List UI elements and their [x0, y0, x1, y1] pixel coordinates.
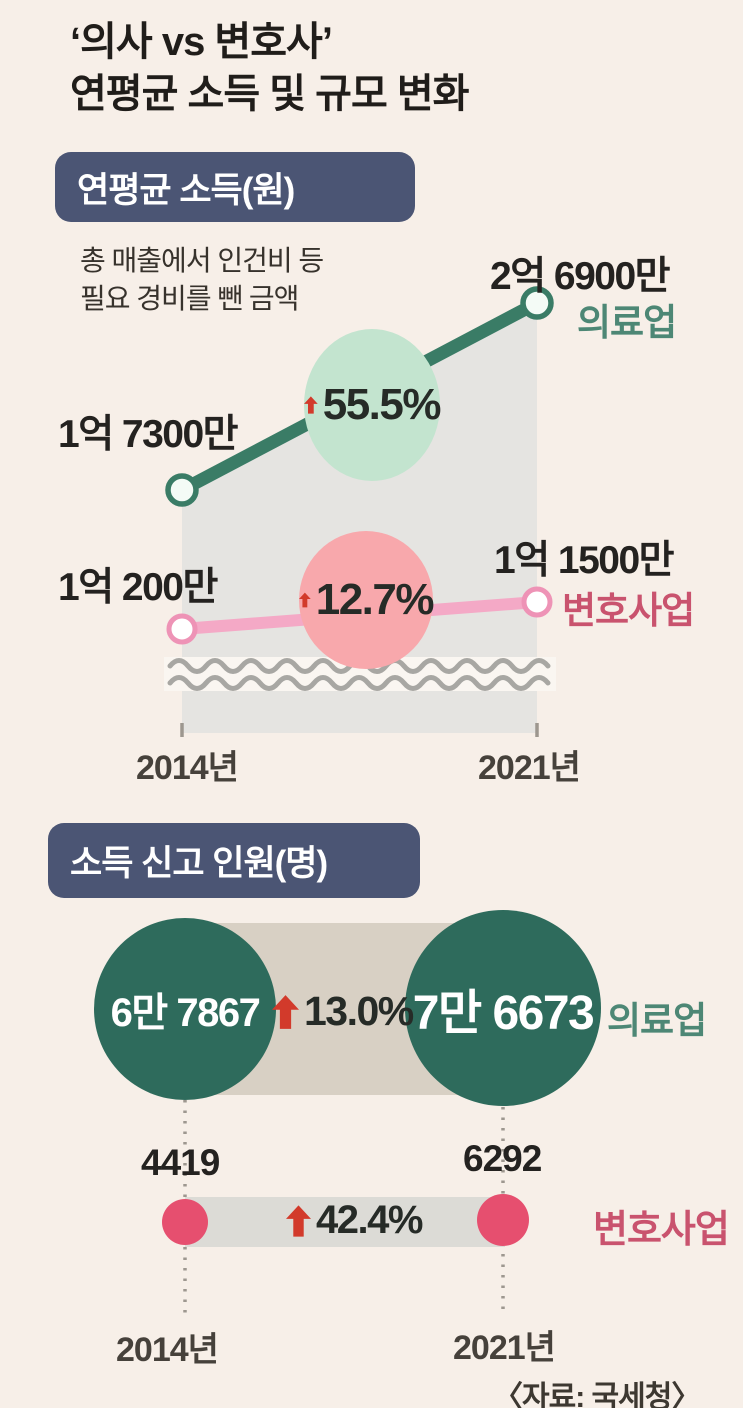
page-title: ‘의사 vs 변호사’ 연평균 소득 및 규모 변화 — [70, 16, 469, 120]
count-year-end-label: 2021년 — [453, 1329, 556, 1367]
lawyer-start-value-label: 1억 200만 — [58, 566, 218, 609]
income-medical-point-2021 — [520, 286, 554, 320]
medical-change-value: 55.5% — [322, 380, 442, 429]
count-medical-series-label: 의료업 — [607, 1000, 707, 1041]
increase-arrow-icon — [286, 1204, 311, 1237]
page-title-line1: ‘의사 vs 변호사’ — [70, 20, 333, 64]
source-credit: 〈자료: 국세청〉 — [493, 1381, 701, 1408]
increase-arrow-icon — [272, 994, 299, 1029]
increase-arrow-icon — [299, 592, 311, 608]
count-medical-change-value: 13.0% — [304, 988, 414, 1034]
medical-series-label: 의료업 — [577, 302, 677, 343]
income-year-end-label: 2021년 — [478, 749, 581, 787]
income-lawyer-point-2014 — [166, 613, 198, 645]
page-title-line2: 연평균 소득 및 규모 변화 — [70, 72, 469, 116]
count-medical-change-chip: 13.0% — [272, 988, 414, 1035]
count-medical-end-value: 7만 6673 — [412, 987, 595, 1040]
income-year-start-label: 2014년 — [136, 749, 239, 787]
count-lawyer-end-value: 6292 — [463, 1138, 542, 1179]
lawyer-change-bubble: 12.7% — [299, 531, 435, 669]
count-section-header-badge: 소득 신고 인원(명) — [48, 823, 420, 898]
count-lawyer-dot-2014 — [162, 1199, 208, 1245]
count-section-header-label: 소득 신고 인원(명) — [70, 844, 328, 883]
count-lawyer-change-value: 42.4% — [316, 1198, 423, 1242]
medical-end-value-label: 2억 6900만 — [490, 255, 671, 298]
income-note-line2: 필요 경비를 뺀 금액 — [80, 282, 299, 314]
increase-arrow-icon — [304, 396, 318, 414]
lawyer-end-value-label: 1억 1500만 — [494, 539, 675, 582]
count-lawyer-change-chip: 42.4% — [286, 1198, 423, 1243]
count-lawyer-band — [185, 1197, 505, 1247]
count-year-start-label: 2014년 — [116, 1331, 219, 1369]
count-lawyer-dot-2021 — [477, 1194, 529, 1246]
income-note-line1: 총 매출에서 인건비 등 — [80, 245, 324, 276]
income-section-header-label: 연평균 소득(원) — [77, 170, 295, 210]
medical-start-value-label: 1억 7300만 — [58, 413, 239, 456]
income-lawyer-point-2021 — [521, 586, 553, 618]
lawyer-series-label: 변호사업 — [562, 590, 695, 631]
count-medical-start-value: 6만 7867 — [110, 991, 261, 1035]
income-medical-point-2014 — [165, 473, 199, 507]
income-note: 총 매출에서 인건비 등 필요 경비를 뺀 금액 — [80, 242, 324, 318]
income-section-header-badge: 연평균 소득(원) — [55, 152, 415, 222]
count-lawyer-series-label: 변호사업 — [593, 1209, 730, 1251]
count-lawyer-start-value: 4419 — [141, 1142, 220, 1183]
count-medical-circle-2014: 6만 7867 — [94, 918, 276, 1100]
medical-change-bubble: 55.5% — [304, 329, 442, 481]
count-medical-circle-2021: 7만 6673 — [405, 910, 601, 1106]
lawyer-change-value: 12.7% — [315, 575, 435, 624]
